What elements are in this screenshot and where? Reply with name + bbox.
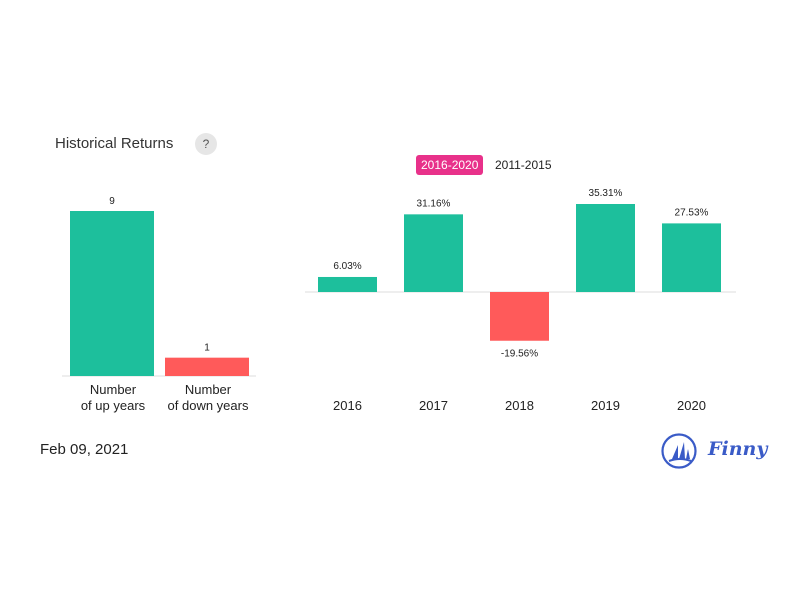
sail-boat-icon <box>661 433 697 469</box>
bar-2017 <box>404 214 463 292</box>
category-label-down-years-1: of down years <box>168 398 249 413</box>
tab-2011-2015[interactable]: 2011-2015 <box>495 158 552 172</box>
bar-up-years <box>70 211 154 376</box>
category-label-up-years-0: Number <box>90 382 137 397</box>
data-label-2020: 27.53% <box>675 207 709 218</box>
finny-logo: Finny <box>660 432 770 472</box>
year-label-2018: 2018 <box>505 398 534 413</box>
year-label-2019: 2019 <box>591 398 620 413</box>
bar-2016 <box>318 276 377 292</box>
bar-down-years <box>165 357 249 376</box>
as-of-date: Feb 09, 2021 <box>40 441 129 458</box>
bar-2018 <box>490 292 549 341</box>
data-label-down-years: 1 <box>204 343 210 354</box>
tab-2016-2020[interactable]: 2016-2020 <box>416 155 484 175</box>
chart-title: Historical Returns <box>55 135 174 152</box>
bar-2019 <box>576 204 635 292</box>
bar-2020 <box>662 223 721 292</box>
yearly-returns-chart: 6.03% 2016 31.16% 2017 -19.56% 2018 35.31% 2019… <box>305 188 736 413</box>
category-label-down-years-0: Number <box>185 382 232 397</box>
category-label-up-years-1: of up years <box>81 398 146 413</box>
data-label-2016: 6.03% <box>333 261 361 272</box>
data-label-2019: 35.31% <box>589 188 623 199</box>
year-label-2016: 2016 <box>333 398 362 413</box>
brand-name: Finny <box>708 438 768 460</box>
data-label-2018: -19.56% <box>501 349 538 360</box>
data-label-up-years: 9 <box>109 196 115 207</box>
data-label-2017: 31.16% <box>417 198 451 209</box>
help-icon[interactable]: ? <box>195 133 217 155</box>
year-label-2020: 2020 <box>677 398 706 413</box>
year-label-2017: 2017 <box>419 398 448 413</box>
